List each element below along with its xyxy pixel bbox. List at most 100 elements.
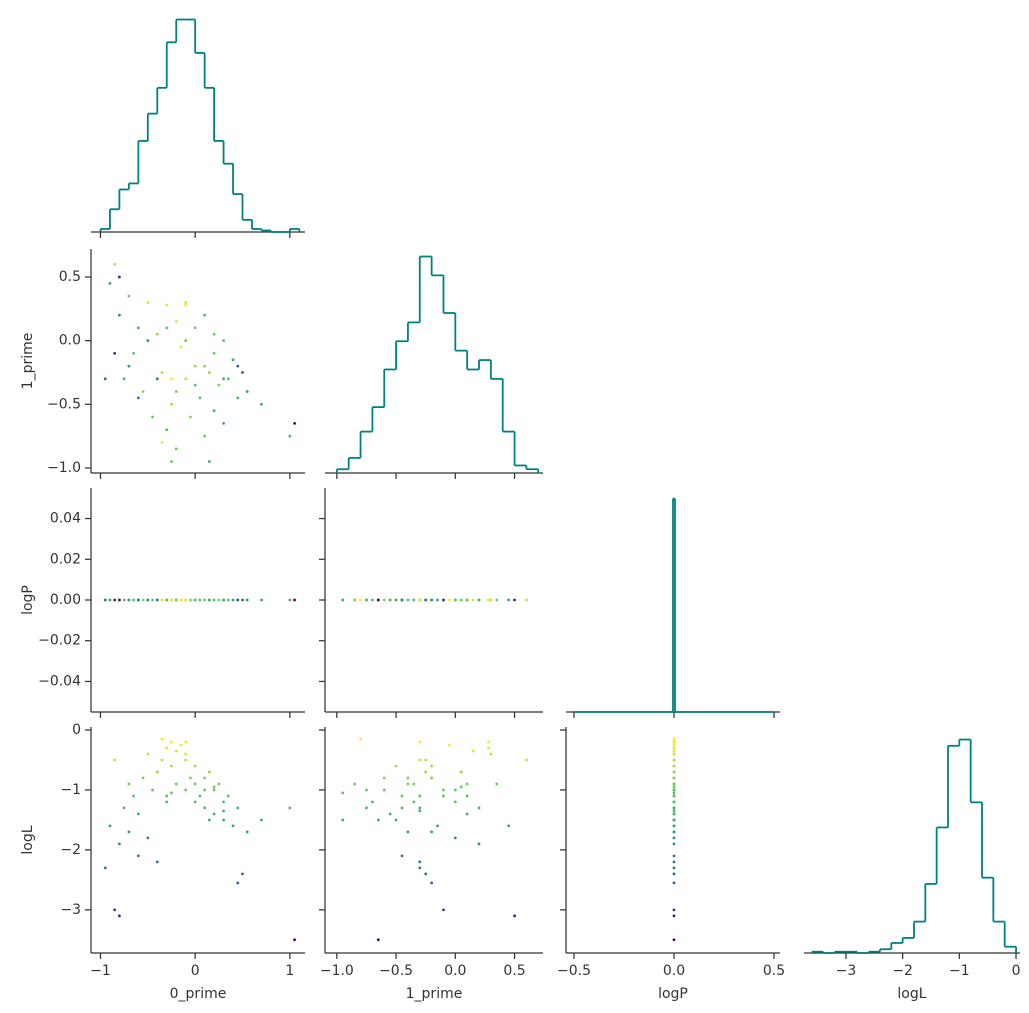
scatter-point (465, 812, 469, 816)
scatter-point (155, 598, 159, 602)
scatter-point (103, 866, 107, 870)
scatter-point (260, 402, 263, 406)
scatter-point (448, 743, 451, 747)
scatter-point (184, 740, 188, 744)
scatter-point (418, 740, 422, 744)
scatter-point (189, 598, 192, 602)
scatter-point (477, 842, 481, 846)
scatter-point (376, 598, 380, 602)
scatter-point (198, 794, 202, 798)
y-tick-label: −0.5 (47, 396, 81, 412)
scatter-point (365, 788, 368, 792)
x-tick-label: −0.5 (379, 963, 413, 979)
scatter-point (141, 776, 145, 780)
scatter-point (672, 812, 676, 816)
x-tick-label: 0.0 (663, 963, 685, 979)
scatter-point (353, 598, 357, 602)
scatter-point (174, 320, 178, 323)
x-tick-label: −1.0 (320, 963, 354, 979)
scatter-point (353, 782, 357, 786)
scatter-point (672, 743, 676, 747)
x-tick-label: −1 (949, 963, 970, 979)
scatter-point (672, 854, 676, 858)
scatter-point (672, 791, 676, 795)
scatter-point (146, 339, 150, 343)
scatter-point (113, 262, 117, 266)
y-tick-label: 0.5 (59, 269, 81, 285)
scatter-point (394, 598, 398, 602)
scatter-point (424, 598, 428, 602)
scatter-point (359, 598, 362, 602)
scatter-point (146, 752, 150, 756)
scatter-point (388, 598, 392, 602)
scatter-point (212, 788, 216, 792)
y-tick-label: −1.0 (47, 460, 81, 476)
scatter-point (231, 358, 235, 362)
scatter-point (122, 377, 126, 381)
scatter-point (193, 598, 197, 602)
scatter-point (118, 275, 121, 279)
scatter-point (672, 872, 676, 876)
scatter-point (672, 764, 676, 768)
x-tick-label: −1 (90, 963, 111, 979)
scatter-point (406, 830, 410, 834)
scatter-point (382, 598, 386, 602)
scatter-point (672, 806, 676, 810)
scatter-point (122, 598, 126, 602)
scatter-point (418, 866, 422, 870)
scatter-point (672, 776, 676, 780)
scatter-point (477, 806, 481, 810)
scatter-point (471, 598, 475, 602)
scatter-point (293, 421, 296, 425)
scatter-point (226, 598, 230, 602)
scatter-point (236, 881, 240, 885)
scatter-point (672, 938, 676, 942)
scatter-point (672, 794, 676, 798)
scatter-point (288, 434, 292, 438)
x-axis-label: 0_prime (170, 986, 227, 1002)
scatter-point (672, 770, 676, 774)
scatter-point (288, 598, 292, 602)
scatter-point (151, 788, 154, 792)
scatter-point (236, 598, 240, 602)
scatter-point (198, 396, 202, 400)
scatter-point (113, 758, 117, 762)
scatter-point (293, 938, 296, 942)
x-tick-label: 0 (191, 963, 200, 979)
scatter-point (418, 794, 422, 798)
scatter-point (184, 303, 188, 307)
scatter-point (132, 598, 136, 602)
scatter-point (424, 758, 428, 762)
scatter-point (400, 794, 404, 798)
scatter-point (672, 881, 676, 885)
scatter-point (418, 860, 422, 864)
scatter-point (203, 806, 207, 810)
scatter-point (487, 598, 490, 602)
x-tick-label: 1 (285, 963, 294, 979)
scatter-point (424, 872, 428, 876)
scatter-point (236, 396, 240, 400)
scatter-point (207, 818, 211, 822)
scatter-point (113, 908, 117, 912)
scatter-point (189, 415, 192, 419)
y-axis-label: logL (20, 825, 36, 854)
scatter-point (207, 770, 211, 774)
scatter-point (146, 836, 150, 840)
scatter-point (165, 794, 169, 798)
scatter-point (513, 914, 516, 918)
scatter-point (672, 800, 676, 804)
scatter-point (113, 598, 117, 602)
y-tick-label: 0.02 (50, 551, 81, 567)
scatter-point (174, 782, 178, 786)
scatter-point (174, 390, 178, 393)
scatter-point (184, 752, 188, 756)
scatter-point (203, 776, 207, 780)
scatter-point (442, 908, 445, 912)
scatter-point (127, 830, 131, 834)
scatter-point (136, 854, 140, 858)
scatter-point (151, 415, 154, 419)
scatter-point (108, 281, 112, 285)
scatter-point (136, 396, 140, 400)
scatter-point (222, 818, 225, 822)
scatter-point (471, 749, 475, 753)
